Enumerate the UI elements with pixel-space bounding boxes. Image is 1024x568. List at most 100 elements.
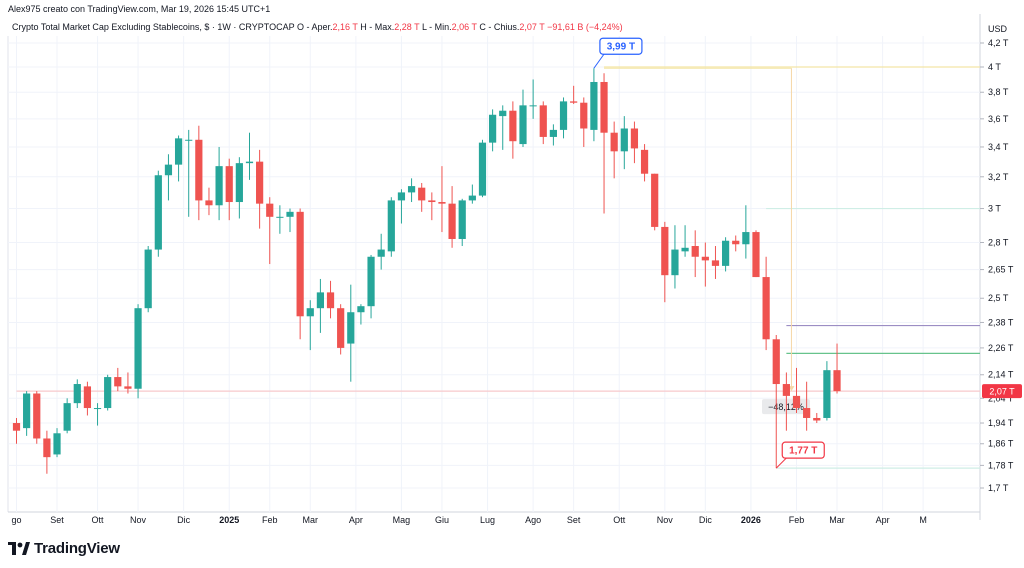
candle-body xyxy=(337,308,345,348)
candle-body xyxy=(195,139,203,201)
candle xyxy=(468,184,476,204)
candle xyxy=(185,129,193,217)
candle-body xyxy=(326,292,335,309)
candle-body xyxy=(114,377,122,387)
candle xyxy=(681,225,689,257)
candle xyxy=(418,182,426,212)
last-price-badge xyxy=(982,384,1022,399)
candle xyxy=(367,254,375,319)
candle xyxy=(357,304,365,325)
candle xyxy=(215,146,223,221)
x-tick-label: Set xyxy=(567,515,581,525)
candle-body xyxy=(600,81,608,133)
x-tick-label: Nov xyxy=(130,515,147,525)
x-tick-label: Apr xyxy=(349,515,363,525)
candle xyxy=(519,89,527,147)
candle xyxy=(347,284,355,382)
candle-body xyxy=(387,200,395,252)
candle xyxy=(661,221,669,303)
candle xyxy=(63,398,71,434)
symbol-legend: Crypto Total Market Cap Excluding Stable… xyxy=(12,22,623,32)
candle xyxy=(428,192,436,221)
candle-body xyxy=(286,211,294,217)
x-tick-label: Apr xyxy=(876,515,890,525)
candle-body xyxy=(438,202,446,204)
candle-body xyxy=(316,292,324,309)
candle-body xyxy=(266,203,274,217)
candle xyxy=(792,367,801,413)
candle-body xyxy=(33,393,41,439)
candle xyxy=(337,304,345,355)
candle-body xyxy=(185,139,193,141)
candle xyxy=(397,189,406,224)
callout-label: 1,77 T xyxy=(789,446,817,457)
x-tick-label: Lug xyxy=(480,515,495,525)
candle xyxy=(448,186,456,248)
y-tick-label: 2,38 T xyxy=(988,317,1014,327)
candle-body xyxy=(377,249,385,257)
candle-body xyxy=(529,105,537,107)
candle xyxy=(124,372,132,394)
candle-body xyxy=(651,173,659,227)
candle-body xyxy=(276,216,284,218)
candle xyxy=(539,101,547,145)
candle xyxy=(823,361,831,421)
candle-body xyxy=(610,132,618,152)
x-tick-label: Mar xyxy=(303,515,319,525)
candle-body xyxy=(752,232,760,278)
y-tick-label: 4 T xyxy=(988,62,1001,72)
candle-body xyxy=(681,247,689,252)
candle xyxy=(833,343,841,394)
candle-body xyxy=(397,192,406,201)
candle-body xyxy=(225,166,233,203)
candle-body xyxy=(215,166,223,206)
candle xyxy=(711,246,720,279)
candle xyxy=(387,197,395,257)
x-tick-label: go xyxy=(11,515,21,525)
candle-body xyxy=(144,249,152,309)
candle-body xyxy=(235,163,243,203)
candle-body xyxy=(73,384,81,404)
candle-body xyxy=(661,226,669,276)
tradingview-brand[interactable]: TradingView xyxy=(8,538,120,558)
candle-body xyxy=(499,110,507,117)
low-value: 2,06 T xyxy=(451,22,477,32)
candle xyxy=(610,121,618,179)
candle-body xyxy=(742,232,750,245)
candle xyxy=(559,97,568,139)
candle xyxy=(458,198,466,247)
y-tick-label: 1,78 T xyxy=(988,460,1014,470)
candle-body xyxy=(509,110,517,142)
tradingview-logo-icon xyxy=(8,541,30,555)
candle xyxy=(225,158,233,221)
candle xyxy=(104,374,112,411)
candle-body xyxy=(104,377,112,409)
x-tick-label: Giu xyxy=(435,515,449,525)
y-tick-label: 1,94 T xyxy=(988,418,1014,428)
candle xyxy=(33,391,41,444)
candle-body xyxy=(701,256,709,261)
candle xyxy=(73,379,81,409)
symbol-name[interactable]: Crypto Total Market Cap Excluding Stable… xyxy=(12,22,295,32)
open-value: 2,16 T xyxy=(332,22,358,32)
candle xyxy=(12,417,21,444)
candle xyxy=(499,105,507,150)
x-tick-label: Feb xyxy=(262,515,278,525)
candle-body xyxy=(813,417,821,421)
candle xyxy=(93,403,102,426)
candle-body xyxy=(12,423,21,431)
candle xyxy=(438,166,446,233)
candle xyxy=(772,335,780,469)
candle-body xyxy=(732,240,740,245)
candle xyxy=(742,205,750,259)
candle xyxy=(286,208,294,233)
last-price-label: 2,07 T xyxy=(989,387,1015,397)
candle xyxy=(144,246,152,313)
candle-body xyxy=(407,186,416,193)
candle-body xyxy=(489,114,497,143)
candle-body xyxy=(93,408,102,410)
candle-body xyxy=(357,306,365,313)
candle-body xyxy=(803,408,811,418)
candle xyxy=(276,205,284,234)
